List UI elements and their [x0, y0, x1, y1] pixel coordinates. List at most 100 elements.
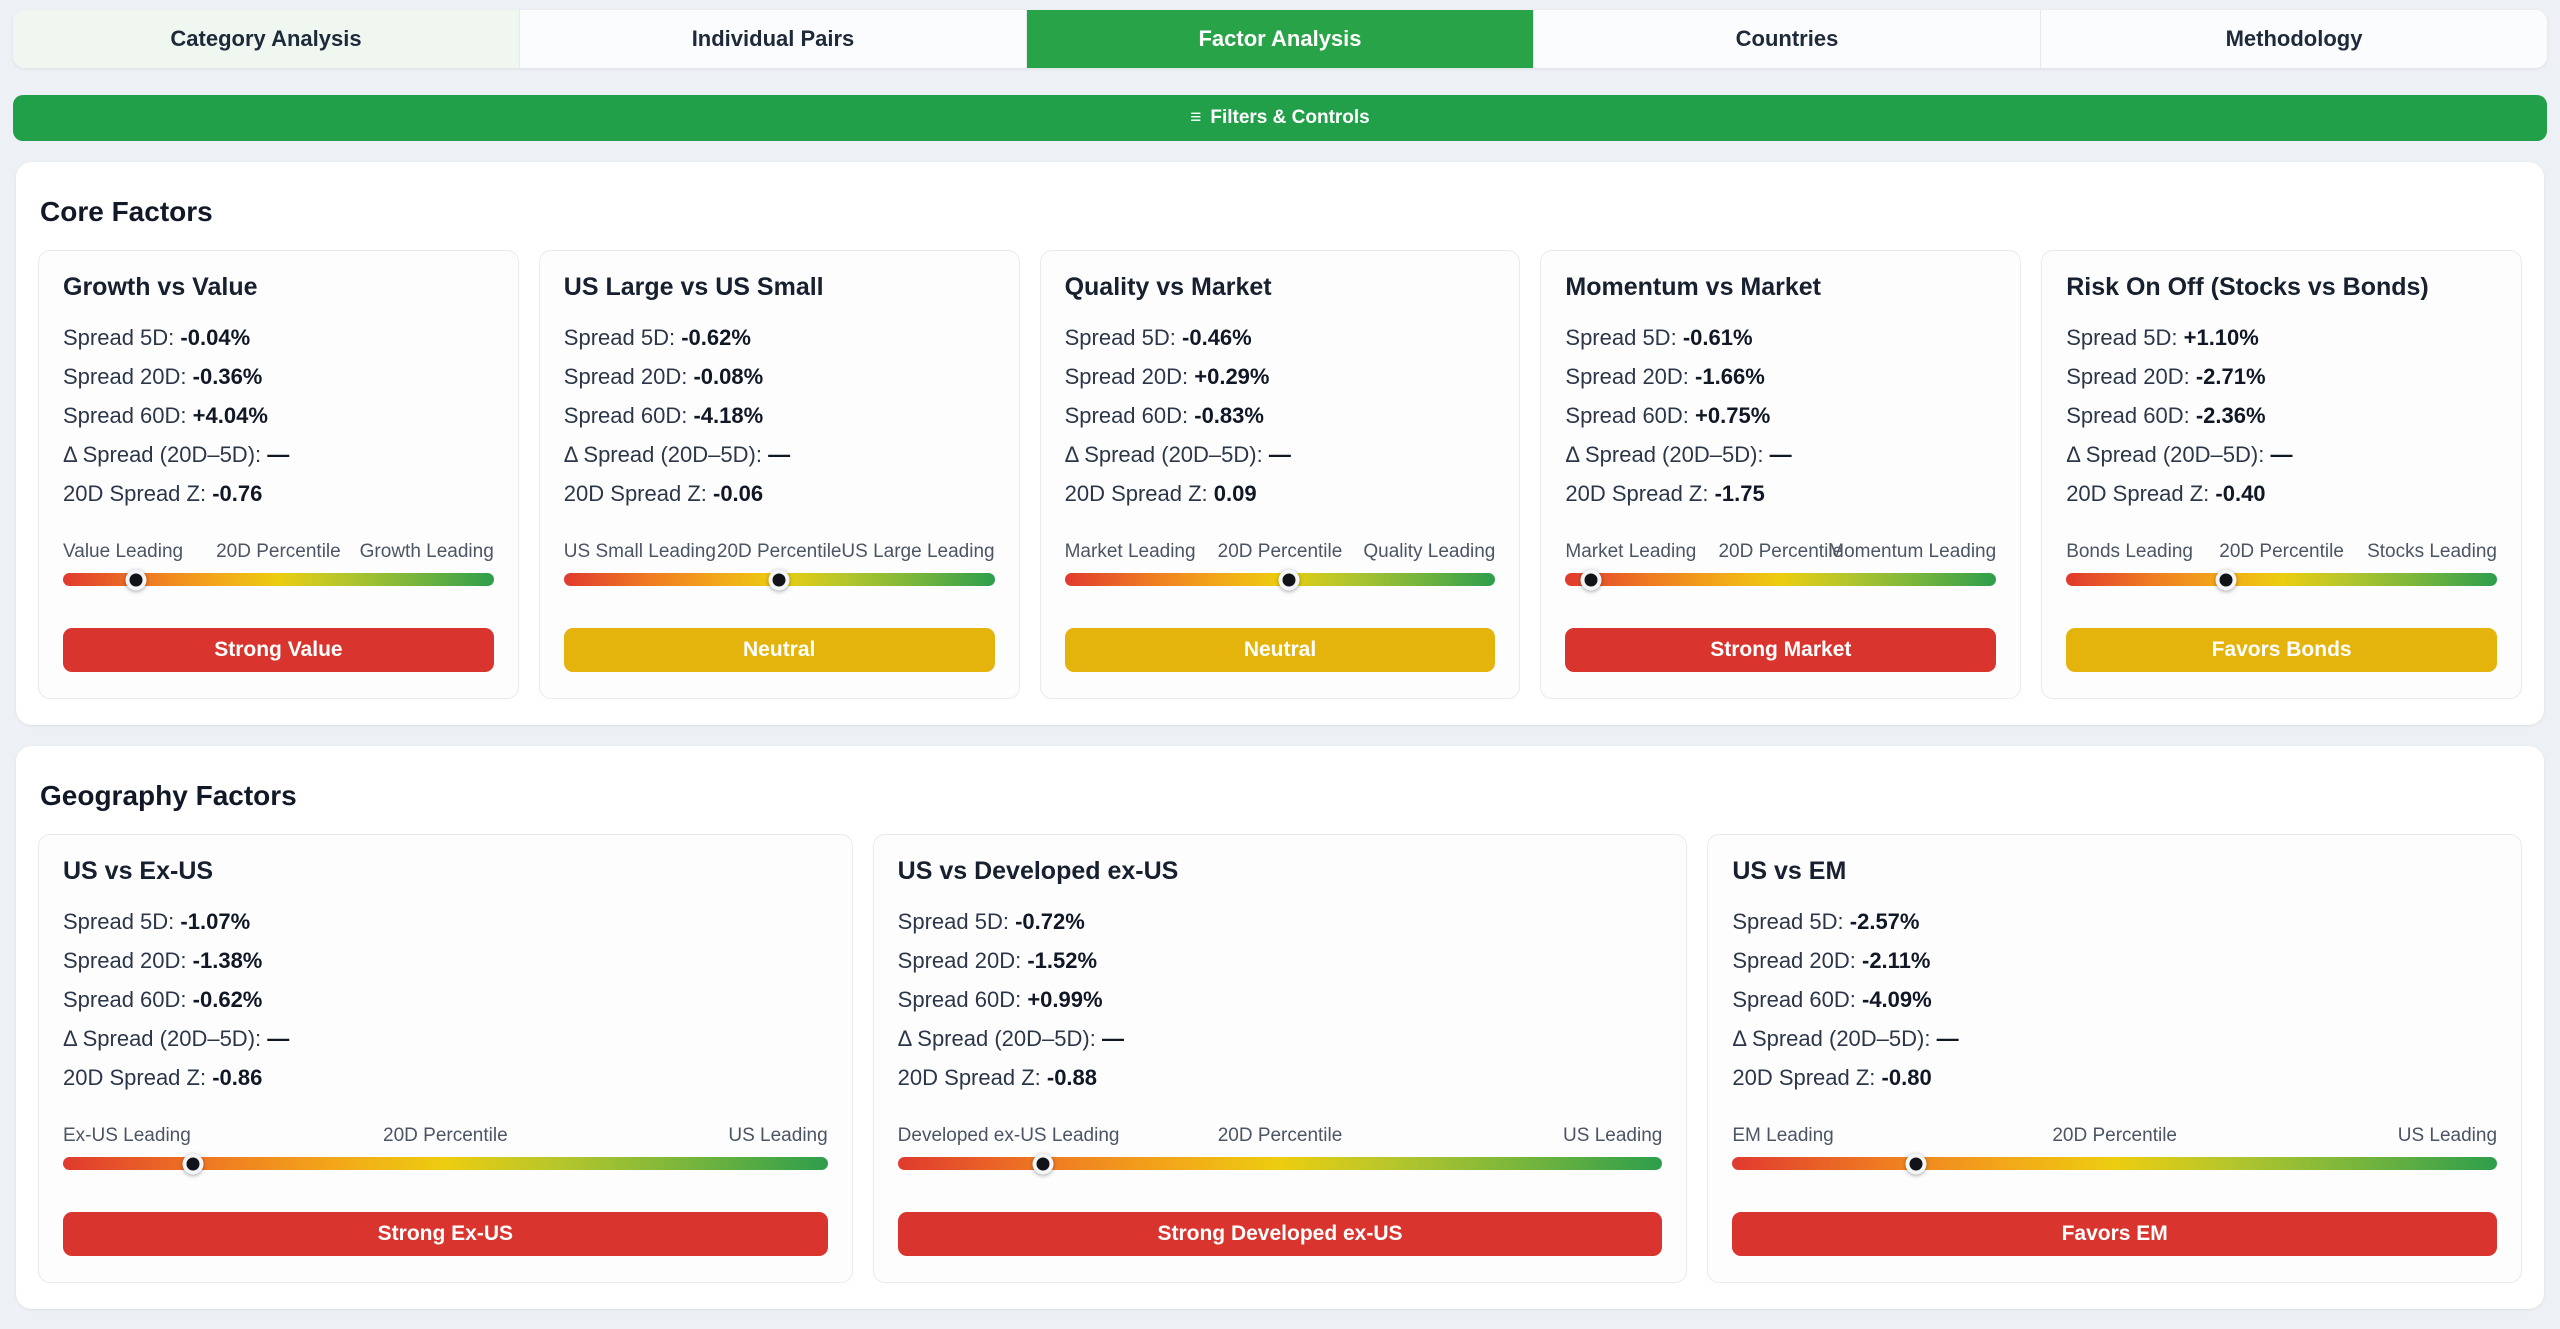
slider-track[interactable]	[563, 569, 995, 590]
slider-track[interactable]	[1064, 569, 1496, 590]
slider-right-label: US Leading	[1563, 1125, 1663, 1146]
metric-row: Δ Spread (20D–5D): —	[1732, 1019, 2497, 1058]
metric-row: Spread 60D: +0.99%	[898, 980, 1663, 1019]
metric-label: 20D Spread Z:	[897, 1065, 1041, 1090]
tab-bar: Category Analysis Individual Pairs Facto…	[13, 10, 2547, 68]
slider-right-label: Momentum Leading	[1828, 541, 1997, 562]
metric-value: -0.62%	[192, 987, 263, 1012]
slider-right-label: Quality Leading	[1363, 541, 1496, 562]
slider-handle[interactable]	[125, 569, 147, 590]
slider-handle[interactable]	[1278, 569, 1300, 590]
card-title: Quality vs Market	[1064, 273, 1272, 301]
section-title: Core Factors	[40, 196, 213, 227]
status-badge: Strong Ex-US	[63, 1212, 828, 1256]
slider-track[interactable]	[63, 569, 494, 590]
slider-handle[interactable]	[2215, 569, 2237, 590]
metric-label: Δ Spread (20D–5D):	[1732, 1026, 1931, 1051]
slider-labels: Bonds Leading 20D Percentile Stocks Lead…	[2066, 541, 2497, 565]
slider-handle[interactable]	[1905, 1153, 1927, 1174]
metric-value: -2.11%	[1862, 948, 1931, 973]
metric-label: Spread 60D:	[63, 403, 187, 428]
status-badge: Strong Developed ex-US	[897, 1212, 1663, 1256]
metric-label: Spread 5D:	[2066, 325, 2178, 350]
filters-controls-button[interactable]: ≡ Filters & Controls	[13, 95, 2547, 141]
metric-value: -2.36%	[2195, 403, 2266, 428]
metric-value: +0.29%	[1194, 364, 1270, 389]
slider-handle[interactable]	[1032, 1153, 1054, 1174]
metric-value: -0.62%	[681, 325, 751, 350]
metric-value: —	[1769, 442, 1792, 467]
metric-label: Spread 60D:	[63, 987, 187, 1012]
metric-row: Spread 20D: -0.36%	[63, 357, 494, 396]
metric-value: +4.04%	[192, 403, 268, 428]
slider-handle[interactable]	[182, 1153, 204, 1174]
metric-value: —	[267, 1026, 290, 1051]
slider-track[interactable]	[63, 1153, 828, 1174]
slider-handle[interactable]	[768, 569, 790, 590]
metric-value: -0.06	[713, 481, 764, 506]
metric-row: Spread 60D: -0.83%	[1065, 396, 1496, 435]
metric-row: 20D Spread Z: -0.80	[1732, 1058, 2497, 1097]
slider-track[interactable]	[1565, 569, 1997, 590]
metric-value: +0.75%	[1695, 403, 1771, 428]
metric-value: —	[1101, 1026, 1124, 1051]
card-title: US vs Developed ex-US	[897, 857, 1179, 885]
metric-value: -0.36%	[192, 364, 263, 389]
slider-labels: Ex-US Leading 20D Percentile US Leading	[63, 1125, 828, 1149]
slider-labels: Market Leading 20D Percentile Momentum L…	[1565, 541, 1996, 565]
metric-label: Spread 5D:	[1732, 909, 1844, 934]
tab-countries[interactable]: Countries	[1534, 10, 2041, 68]
status-badge: Neutral	[563, 628, 995, 672]
factor-card: Growth vs Value Spread 5D: -0.04% Spread …	[38, 250, 519, 699]
slider-track[interactable]	[2066, 569, 2497, 590]
metric-row: 20D Spread Z: -0.76	[63, 474, 494, 513]
slider-left-label: Market Leading	[1064, 541, 1196, 562]
metric-label: Spread 20D:	[1565, 364, 1689, 389]
slider-left-label: Market Leading	[1565, 541, 1697, 562]
percentile-slider: EM Leading 20D Percentile US Leading	[1732, 1125, 2498, 1174]
metric-label: Spread 20D:	[897, 948, 1022, 973]
section-title: Geography Factors	[40, 780, 297, 811]
tab-category-analysis[interactable]: Category Analysis	[13, 10, 520, 68]
slider-track[interactable]	[897, 1153, 1663, 1174]
tab-factor-analysis[interactable]: Factor Analysis	[1027, 10, 1534, 68]
slider-center-label: 20D Percentile	[216, 541, 341, 562]
metric-label: Δ Spread (20D–5D):	[2066, 442, 2265, 467]
metric-value: -0.83%	[1194, 403, 1264, 428]
metric-row: Δ Spread (20D–5D): —	[63, 1019, 828, 1058]
metric-row: Spread 5D: -0.46%	[1065, 318, 1496, 357]
metric-label: Spread 5D:	[897, 909, 1009, 934]
slider-handle[interactable]	[1580, 569, 1602, 590]
percentile-slider: Market Leading 20D Percentile Quality Le…	[1064, 541, 1496, 590]
metric-value: -0.46%	[1182, 325, 1252, 350]
metric-row: Spread 5D: -1.07%	[63, 902, 828, 941]
factor-card: Momentum vs Market Spread 5D: -0.61% Spre…	[1540, 250, 2022, 699]
metric-label: Spread 20D:	[563, 364, 688, 389]
slider-center-label: 20D Percentile	[383, 1125, 508, 1146]
slider-labels: Developed ex-US Leading 20D Percentile U…	[898, 1125, 1663, 1149]
metric-label: Spread 20D:	[1732, 948, 1856, 973]
metric-label: 20D Spread Z:	[2066, 481, 2210, 506]
metric-value: —	[1268, 442, 1291, 467]
metric-row: Spread 60D: -0.62%	[63, 980, 828, 1019]
tab-methodology[interactable]: Methodology	[2041, 10, 2547, 68]
slider-track[interactable]	[1732, 1153, 2498, 1174]
slider-right-label: Growth Leading	[359, 541, 494, 562]
metric-label: Spread 20D:	[63, 364, 187, 389]
metric-rows: Spread 5D: +1.10% Spread 20D: -2.71% Sprea…	[2066, 318, 2497, 513]
metric-row: Spread 20D: +0.29%	[1065, 357, 1496, 396]
metric-rows: Spread 5D: -0.62% Spread 20D: -0.08% Sprea…	[564, 318, 995, 513]
slider-left-label: Bonds Leading	[2066, 541, 2193, 562]
factor-card: Quality vs Market Spread 5D: -0.46% Sprea…	[1039, 250, 1521, 699]
metric-rows: Spread 5D: -1.07% Spread 20D: -1.38% Sprea…	[63, 902, 828, 1097]
metric-label: Spread 5D:	[63, 325, 175, 350]
metric-label: 20D Spread Z:	[63, 481, 207, 506]
tab-individual-pairs[interactable]: Individual Pairs	[520, 10, 1027, 68]
metric-row: Δ Spread (20D–5D): —	[1565, 435, 1996, 474]
slider-labels: US Small Leading 20D Percentile US Large…	[564, 541, 995, 565]
percentile-slider: Market Leading 20D Percentile Momentum L…	[1565, 541, 1997, 590]
card-title: Momentum vs Market	[1565, 273, 1822, 301]
metric-value: —	[1936, 1026, 1959, 1051]
slider-center-label: 20D Percentile	[1217, 541, 1343, 562]
metric-row: 20D Spread Z: -0.86	[63, 1058, 828, 1097]
